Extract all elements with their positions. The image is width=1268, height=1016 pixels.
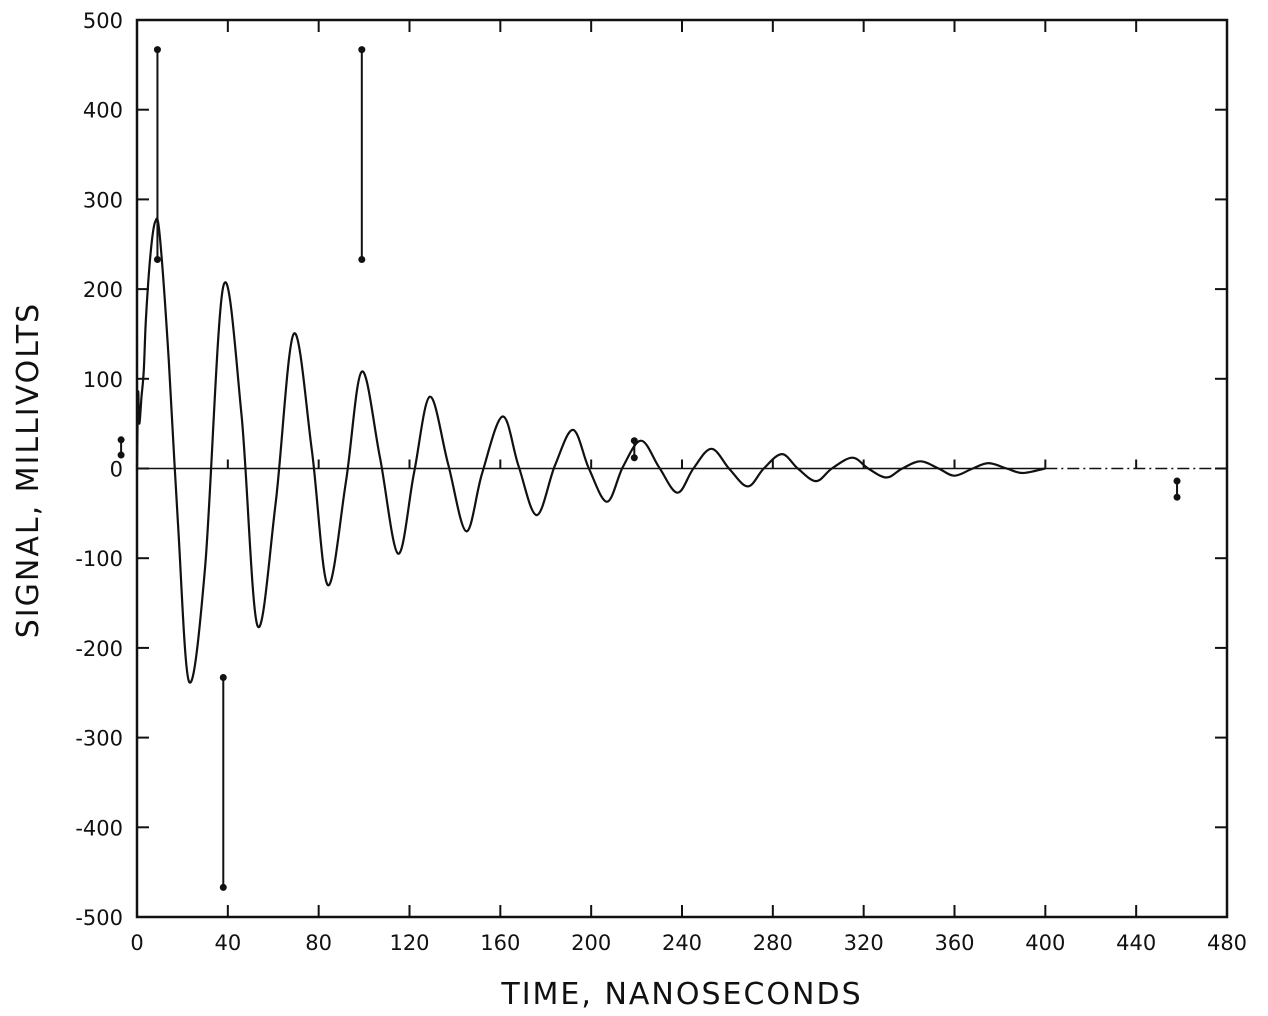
error-bar-end-point [219,674,227,682]
x-tick-label: 80 [305,931,332,955]
error-bars [117,46,1181,891]
error-bar-end-point [630,437,638,445]
y-tick-label: -400 [75,816,123,840]
y-tick-label: 200 [83,278,123,302]
error-bar-end-point [1173,493,1181,501]
error-bar-end-point [1173,477,1181,485]
y-tick-label: 0 [110,458,123,482]
y-tick-label: -500 [75,906,123,930]
error-bar-end-point [153,255,161,263]
error-bar-end-point [630,454,638,462]
x-tick-label: 240 [662,931,702,955]
y-tick-label: 500 [83,9,123,33]
x-tick-label: 40 [214,931,241,955]
y-tick-label: -200 [75,637,123,661]
x-axis-ticks [136,20,1228,917]
signal-series-line [135,217,1046,684]
x-tick-label: 440 [1116,931,1156,955]
y-axis-ticks [137,19,1227,918]
x-tick-label: 0 [130,931,143,955]
x-tick-label: 200 [571,931,611,955]
y-axis-tick-labels: -500 -400 -300 -200 -100 0 100 200 300 400 500 [75,9,123,930]
x-tick-label: 400 [1025,931,1065,955]
y-tick-label: -300 [75,727,123,751]
x-tick-label: 280 [753,931,793,955]
x-tick-label: 160 [480,931,520,955]
error-bar-end-point [117,436,125,444]
y-axis-title: SIGNAL, MILLIVOLTS [11,302,46,638]
error-bar-end-point [358,255,366,263]
x-axis-tick-labels: 0 40 80 120 160 200 240 280 320 360 400 440 480 [130,931,1247,955]
error-bar-end-point [358,46,366,54]
error-bar-end-point [219,883,227,891]
y-tick-label: -100 [75,547,123,571]
x-tick-label: 320 [844,931,884,955]
y-tick-label: 300 [83,188,123,212]
x-tick-label: 360 [934,931,974,955]
error-bar-end-point [117,451,125,459]
x-axis-title: TIME, NANOSECONDS [500,977,862,1012]
error-bar-end-point [153,46,161,54]
x-tick-label: 120 [389,931,429,955]
y-tick-label: 100 [83,368,123,392]
y-tick-label: 400 [83,99,123,123]
x-tick-label: 480 [1207,931,1247,955]
